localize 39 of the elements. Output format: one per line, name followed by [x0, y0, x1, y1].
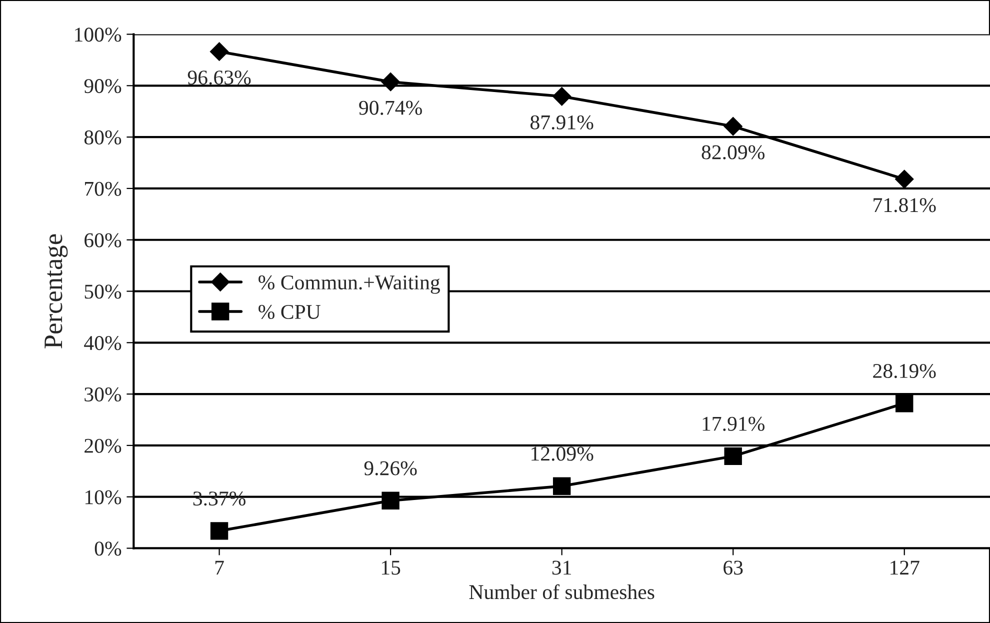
data-label: 28.19% [873, 364, 936, 378]
data-label: 96.63% [188, 70, 251, 85]
legend-label: % CPU [258, 304, 320, 320]
x-tick-label: 63 [724, 560, 743, 575]
point [552, 87, 572, 106]
data-label: 12.09% [532, 446, 594, 461]
y-tick-label: 50% [84, 284, 122, 299]
point [896, 394, 914, 412]
data-label: 71.81% [874, 198, 936, 212]
point [895, 170, 914, 189]
point [210, 42, 229, 61]
x-tick-label: 7 [215, 560, 224, 574]
x-tick-label: 31 [552, 560, 571, 575]
y-tick-label: 0% [94, 542, 122, 556]
data-label: 17.91% [702, 416, 764, 431]
x-tick-label: 127 [890, 560, 920, 574]
y-tick-label: 100% [75, 28, 122, 42]
y-tick-label: 10% [85, 490, 122, 504]
y-tick-label: 70% [85, 182, 122, 196]
legend-label: % Commun.+Waiting [258, 275, 440, 294]
point [381, 72, 400, 92]
y-axis-title: Percentage [44, 234, 68, 348]
data-label: 90.74% [359, 100, 422, 115]
y-tick-label: 90% [84, 79, 122, 94]
data-label: 82.09% [702, 145, 764, 160]
y-tick-label: 80% [84, 130, 122, 145]
y-tick-label: 30% [84, 387, 122, 402]
point [210, 522, 228, 540]
point [724, 447, 742, 466]
y-tick-label: 20% [84, 438, 122, 453]
data-label: 9.26% [364, 461, 417, 476]
x-tick-label: 15 [382, 560, 400, 575]
x-axis-title: Number of submeshes [469, 584, 654, 600]
point [552, 477, 571, 495]
point [382, 492, 400, 510]
data-label: 87.91% [530, 115, 594, 130]
point [724, 116, 742, 136]
y-tick-label: 60% [84, 233, 122, 248]
y-tick-label: 40% [84, 336, 122, 350]
